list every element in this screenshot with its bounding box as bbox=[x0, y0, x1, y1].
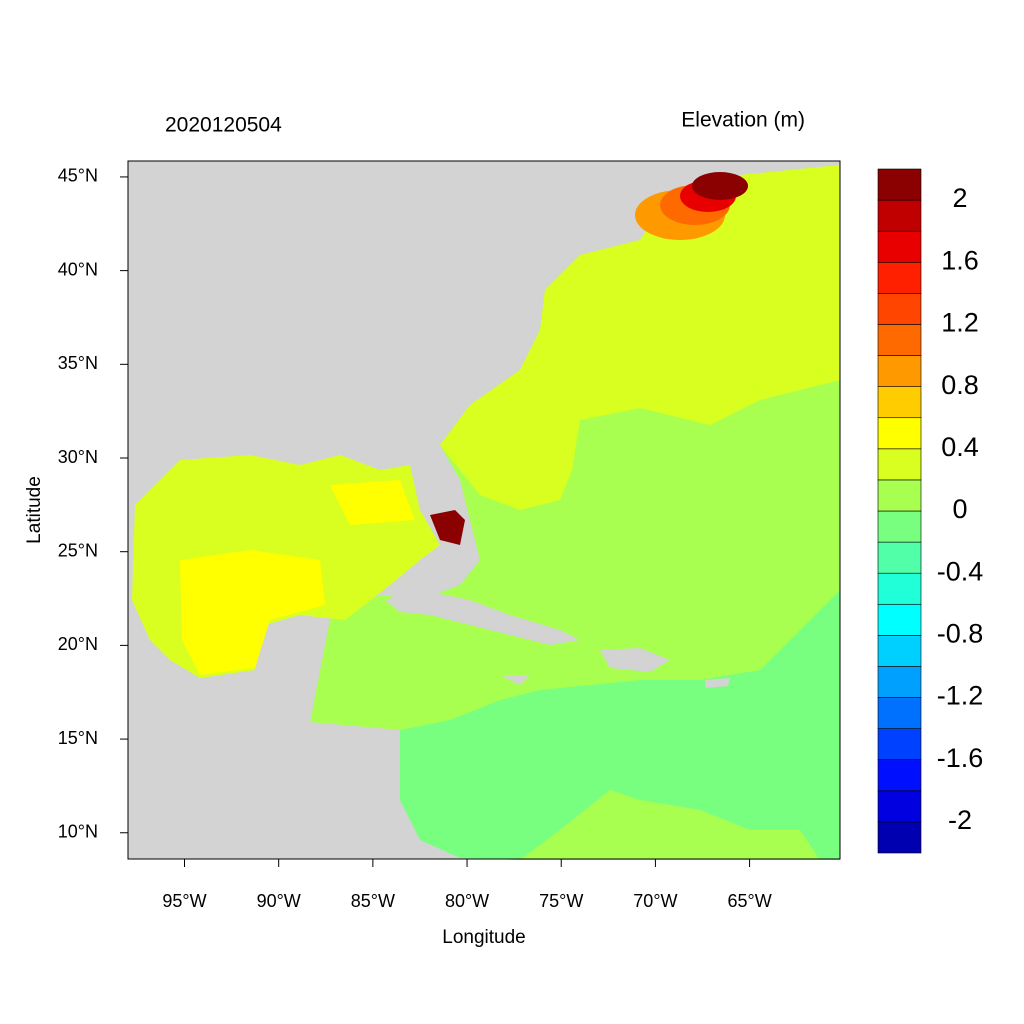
colorbar-box bbox=[877, 572, 922, 605]
colorbar-box bbox=[877, 510, 922, 543]
colorbar-box bbox=[877, 479, 922, 512]
y-axis-label: Latitude bbox=[24, 476, 45, 544]
colorbar-label: 2 bbox=[952, 183, 967, 213]
map-area bbox=[127, 160, 841, 860]
y-tick-label: 15°N bbox=[58, 728, 98, 748]
island bbox=[705, 678, 730, 688]
colorbar-box bbox=[877, 417, 922, 450]
colorbar-label: 1.6 bbox=[941, 245, 979, 275]
colorbar-box bbox=[877, 386, 922, 419]
x-tick-label: 95°W bbox=[162, 891, 206, 911]
colorbar-box bbox=[877, 821, 922, 854]
x-tick-label: 65°W bbox=[727, 891, 771, 911]
colorbar-label: 0.8 bbox=[941, 370, 979, 400]
x-tick-label: 75°W bbox=[539, 891, 583, 911]
ocean bbox=[180, 550, 325, 675]
y-tick-label: 35°N bbox=[58, 353, 98, 373]
x-tick-label: 80°W bbox=[445, 891, 489, 911]
island bbox=[500, 675, 530, 685]
ocean bbox=[440, 165, 840, 510]
colorbar-label: 1.2 bbox=[941, 308, 979, 338]
colorbar-box bbox=[877, 324, 922, 356]
map-title: 2020120504 bbox=[165, 114, 282, 137]
colorbar-box bbox=[877, 728, 922, 761]
colorbar-box bbox=[877, 697, 922, 729]
y-tick-label: 45°N bbox=[58, 166, 98, 186]
y-tick-label: 25°N bbox=[58, 540, 98, 560]
plot-frame bbox=[127, 160, 841, 860]
colorbar-box bbox=[877, 759, 922, 792]
island bbox=[385, 590, 580, 645]
island bbox=[600, 648, 670, 672]
colorbar-box bbox=[877, 230, 922, 263]
y-tick-label: 20°N bbox=[58, 634, 98, 654]
y-tick-label: 30°N bbox=[58, 447, 98, 467]
colorbar-box bbox=[877, 603, 922, 636]
surge bbox=[692, 172, 748, 200]
colorbar-box bbox=[877, 261, 922, 294]
colorbar-label: -0.8 bbox=[937, 618, 984, 648]
y-tick-label: 40°N bbox=[58, 259, 98, 279]
colorbar-label: -1.2 bbox=[937, 681, 984, 711]
ocean bbox=[330, 480, 415, 525]
colorbar-label: -0.4 bbox=[937, 556, 984, 586]
x-tick-label: 90°W bbox=[257, 891, 301, 911]
colorbar-label: 0 bbox=[952, 494, 967, 524]
colorbar-box bbox=[877, 666, 922, 698]
colorbar-label: -1.6 bbox=[937, 743, 984, 773]
y-tick-label: 10°N bbox=[58, 822, 98, 842]
x-axis-label: Longitude bbox=[442, 927, 525, 948]
variable-label: Elevation (m) bbox=[681, 109, 805, 132]
x-tick-label: 70°W bbox=[633, 891, 677, 911]
colorbar-box bbox=[877, 790, 922, 823]
colorbar-box bbox=[877, 168, 922, 201]
surge bbox=[430, 510, 465, 545]
colorbar-box bbox=[877, 541, 922, 574]
colorbar-label: 0.4 bbox=[941, 432, 979, 462]
colorbar-box bbox=[877, 448, 922, 481]
colorbar-box bbox=[877, 635, 922, 667]
colorbar-label: -2 bbox=[948, 805, 972, 835]
ocean bbox=[400, 590, 840, 860]
x-tick-label: 85°W bbox=[351, 891, 395, 911]
colorbar-box bbox=[877, 293, 922, 325]
colorbar-box bbox=[877, 355, 922, 387]
colorbar-box bbox=[877, 199, 922, 232]
